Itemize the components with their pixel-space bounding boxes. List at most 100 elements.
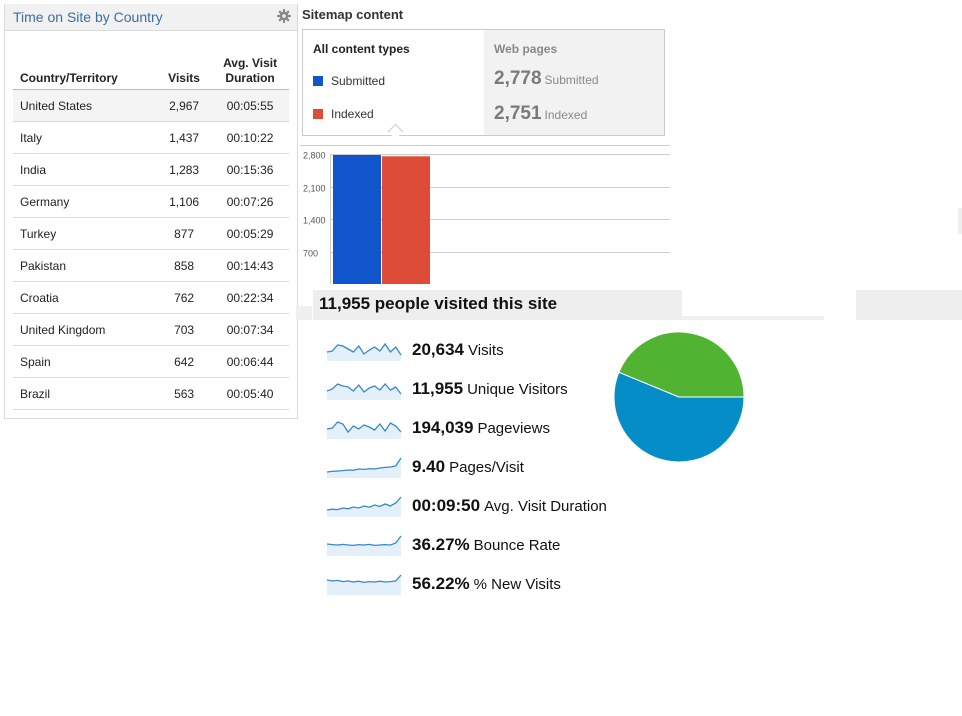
metric-value: 36.27% (412, 535, 470, 554)
background-strip (856, 290, 962, 320)
sparkline-area (327, 458, 401, 478)
metric-value: 194,039 (412, 418, 474, 437)
pie-slice (618, 331, 745, 398)
sparkline-area (327, 422, 401, 439)
background-strip (296, 306, 312, 320)
table-row[interactable]: Croatia 762 00:22:34 (13, 281, 289, 314)
indexed-swatch (313, 109, 323, 119)
sparkline-line (326, 383, 402, 395)
legend-item-submitted: Submitted (313, 74, 385, 88)
table-row[interactable]: India 1,283 00:15:36 (13, 153, 289, 186)
visitors-title: 11,955 people visited this site (319, 294, 558, 313)
metric-value: 00:09:50 (412, 496, 481, 515)
country-cell: Pakistan (13, 249, 157, 282)
background-strip (958, 208, 962, 234)
sparkline (326, 457, 402, 478)
table-row[interactable]: United States 2,967 00:05:55 (13, 89, 289, 122)
visits-cell: 858 (156, 249, 212, 282)
new-visitors-pie-chart (613, 331, 745, 463)
table-row[interactable]: Germany 1,106 00:07:26 (13, 185, 289, 218)
visits-cell: 642 (156, 345, 212, 378)
web-pages-submitted: 2,778 Submitted (494, 68, 599, 90)
sparkline-area (327, 344, 401, 361)
content-type-selector[interactable]: All content types Submitted Indexed (302, 29, 485, 140)
visits-cell: 762 (156, 281, 212, 314)
web-pages-indexed: 2,751 Indexed (494, 103, 587, 125)
sparkline (326, 342, 402, 361)
panel-title[interactable]: Time on Site by Country (13, 9, 163, 25)
visits-cell: 1,283 (156, 153, 212, 186)
metric-value: 56.22% (412, 574, 470, 593)
sparkline-line (326, 496, 402, 511)
country-cell: Turkey (13, 217, 157, 250)
duration-cell: 00:05:29 (211, 217, 289, 250)
visits-cell: 1,437 (156, 121, 212, 154)
submitted-value: 2,778 (494, 68, 542, 89)
table-row[interactable]: Italy 1,437 00:10:22 (13, 121, 289, 154)
table-row[interactable]: Turkey 877 00:05:29 (13, 217, 289, 250)
background-strip (682, 316, 824, 320)
sparkline (326, 383, 402, 400)
visits-cell: 2,967 (156, 89, 212, 122)
sitemap-title: Sitemap content (302, 7, 404, 22)
visits-cell: 877 (156, 217, 212, 250)
table-row[interactable]: United Kingdom 703 00:07:34 (13, 313, 289, 346)
pie-slice (613, 371, 745, 463)
duration-cell: 00:22:34 (211, 281, 289, 314)
column-header-country[interactable]: Country/Territory (13, 48, 157, 90)
country-cell: India (13, 153, 157, 186)
legend-label: Submitted (331, 74, 386, 88)
country-table: Country/Territory Visits Avg. Visit Dura… (13, 48, 289, 410)
visits-cell: 1,106 (156, 185, 212, 218)
table-row[interactable]: Pakistan 858 00:14:43 (13, 249, 289, 282)
duration-cell: 00:05:40 (211, 377, 289, 410)
bar-submitted (333, 155, 381, 284)
metric-text: 56.22%% New Visits (412, 574, 561, 594)
duration-cell: 00:15:36 (211, 153, 289, 186)
bar-indexed (382, 156, 430, 284)
legend-heading[interactable]: All content types (313, 42, 410, 56)
sparkline (326, 496, 402, 517)
metric-label: Visits (468, 342, 504, 359)
table-row[interactable]: Spain 642 00:06:44 (13, 345, 289, 378)
metric-text: 00:09:50 Avg. Visit Duration (412, 496, 607, 516)
metric-value: 20,634 (412, 340, 464, 359)
country-cell: Germany (13, 185, 157, 218)
sparkline (326, 421, 402, 439)
sparkline-area (327, 497, 401, 517)
metric-label: % New Visits (473, 576, 561, 593)
indexed-value: 2,751 (494, 103, 542, 124)
sparkline-line (326, 535, 402, 547)
country-cell: Croatia (13, 281, 157, 314)
metric-label: Pages/Visit (449, 459, 524, 476)
metric-text: 20,634 Visits (412, 340, 504, 360)
table-row[interactable]: Brazil 563 00:05:40 (13, 377, 289, 410)
metric-text: 194,039 Pageviews (412, 418, 550, 438)
country-cell: United States (13, 89, 157, 122)
column-header-visits[interactable]: Visits (156, 48, 212, 90)
submitted-label: Submitted (544, 73, 599, 87)
sparkline-line (326, 342, 402, 356)
pointer-arrow (387, 123, 404, 140)
gear-icon[interactable] (277, 9, 291, 23)
metric-text: 9.40 Pages/Visit (412, 457, 524, 477)
visitors-header: 11,955 people visited this site (313, 290, 682, 320)
country-cell: Brazil (13, 377, 157, 410)
y-tick-label: 700 (303, 249, 318, 259)
sparkline-line (326, 421, 402, 434)
y-tick-label: 1,400 (303, 216, 326, 226)
time-on-site-panel: Time on Site by Country Country/Territor… (4, 4, 298, 419)
duration-cell: 00:07:26 (211, 185, 289, 218)
web-pages-selector[interactable]: Web pages 2,778 Submitted 2,751 Indexed (484, 29, 665, 136)
duration-cell: 00:14:43 (211, 249, 289, 282)
legend-label: Indexed (331, 107, 374, 121)
sparkline-area (327, 575, 401, 595)
column-header-duration[interactable]: Avg. Visit Duration (211, 48, 289, 90)
submitted-swatch (313, 76, 323, 86)
metric-label: Unique Visitors (467, 381, 568, 398)
sparkline (326, 535, 402, 556)
duration-cell: 00:06:44 (211, 345, 289, 378)
duration-cell: 00:07:34 (211, 313, 289, 346)
visits-cell: 703 (156, 313, 212, 346)
panel-header: Time on Site by Country (5, 4, 297, 31)
